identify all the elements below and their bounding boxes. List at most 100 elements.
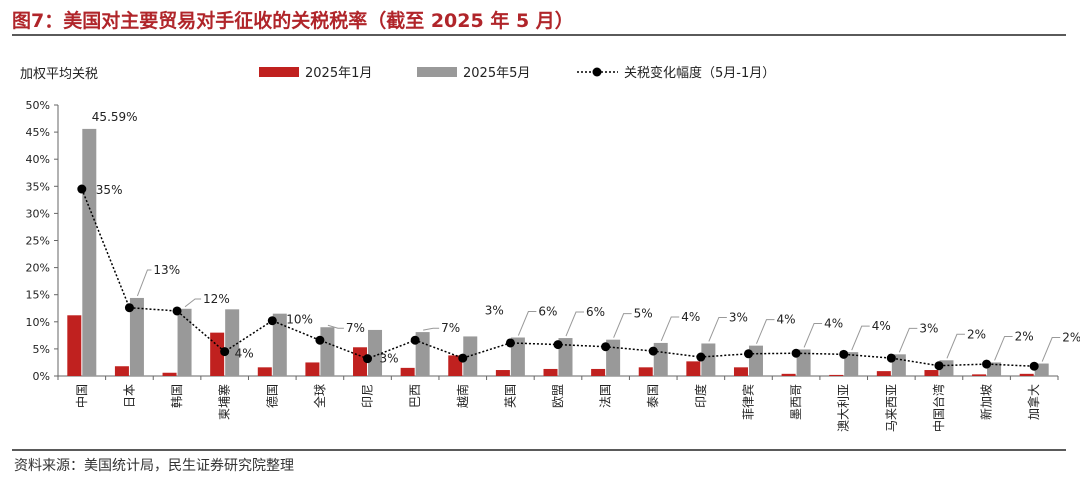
bar-jan — [638, 367, 653, 376]
change-point — [696, 352, 706, 362]
legend-label-jan: 2025年1月 — [305, 66, 372, 81]
line-value-label: 3% — [729, 310, 748, 324]
bar-may — [844, 352, 859, 376]
line-value-label: 4% — [824, 316, 843, 330]
legend-label-may: 2025年5月 — [463, 66, 530, 81]
leader-line — [423, 327, 440, 331]
x-tick-label: 全球 — [312, 384, 327, 408]
title-rule — [12, 34, 1066, 36]
x-tick-label: 澳大利亚 — [837, 384, 851, 432]
y-tick-label: 35% — [26, 180, 50, 193]
bar-jan — [733, 367, 748, 376]
leader-line — [756, 319, 775, 344]
change-point — [77, 184, 87, 194]
y-axis-label: 加权平均关税 — [20, 66, 98, 82]
y-tick-label: 50% — [26, 99, 50, 112]
legend: 2025年1月 2025年5月 关税变化幅度（5月-1月） — [259, 65, 775, 81]
bar-jan — [972, 374, 987, 376]
line-value-label: 4% — [235, 347, 254, 361]
change-point — [839, 349, 849, 359]
line-value-label: 3% — [919, 321, 938, 335]
leader-line — [994, 335, 1013, 361]
change-point — [220, 347, 230, 357]
line-value-label: 7% — [441, 321, 460, 335]
bar-jan — [257, 367, 272, 376]
y-tick-label: 40% — [26, 153, 50, 166]
change-point — [934, 361, 944, 371]
bar-jan — [495, 370, 510, 376]
y-tick-label: 15% — [26, 289, 50, 302]
change-point — [791, 348, 801, 358]
bar-jan — [686, 361, 701, 376]
x-tick-label: 德国 — [264, 384, 279, 408]
leader-line — [136, 269, 152, 297]
leader-line — [803, 322, 823, 348]
bar-jan — [162, 372, 177, 376]
line-value-label: 5% — [634, 307, 653, 321]
change-point — [648, 346, 658, 356]
leader-line — [1041, 337, 1061, 362]
leader-line — [517, 311, 537, 336]
legend-swatch-may — [417, 67, 457, 77]
change-point — [505, 338, 515, 348]
bar-may — [415, 332, 430, 376]
line-value-label: 10% — [286, 313, 313, 327]
bar-jan — [924, 370, 939, 376]
source-note: 资料来源：美国统计局，民生证券研究院整理 — [14, 458, 294, 474]
line-value-label: 2% — [1015, 329, 1034, 343]
y-tick-label: 10% — [26, 316, 50, 329]
bar-jan — [543, 368, 558, 376]
x-tick-label: 中国台湾 — [931, 384, 946, 432]
x-tick-label: 柬埔寨 — [217, 384, 232, 420]
footer-rule — [12, 449, 1066, 451]
leader-line — [946, 333, 965, 359]
change-point — [267, 316, 277, 326]
x-tick-label: 巴西 — [408, 384, 422, 408]
x-tick-label: 欧盟 — [551, 384, 565, 408]
leader-line — [565, 311, 584, 337]
line-value-label: 4% — [681, 310, 700, 324]
x-tick-label: 日本 — [122, 384, 136, 408]
leader-line — [898, 327, 918, 353]
bar-jan — [305, 362, 320, 376]
line-value-label: 3% — [485, 303, 504, 317]
change-point — [982, 359, 992, 369]
change-point — [124, 303, 134, 313]
leader-line — [708, 316, 727, 342]
x-tick-label: 马来西亚 — [884, 384, 898, 432]
bar-value-label: 45.59% — [92, 110, 138, 124]
line-value-label: 12% — [203, 292, 230, 306]
line-value-label: 4% — [776, 313, 795, 327]
x-tick-label: 英国 — [503, 384, 517, 408]
bar-jan — [210, 332, 225, 376]
y-tick-label: 45% — [26, 126, 50, 139]
bar-jan — [781, 373, 796, 376]
line-value-label: 6% — [538, 305, 557, 319]
line-value-label: 6% — [586, 305, 605, 319]
legend-label-change: 关税变化幅度（5月-1月） — [624, 65, 775, 81]
bar-jan — [67, 315, 82, 376]
y-tick-label: 5% — [33, 343, 50, 356]
bar-may — [129, 297, 144, 376]
x-tick-label: 越南 — [455, 384, 470, 408]
bar-may — [510, 337, 525, 376]
bar-may — [463, 336, 478, 376]
bar-may — [558, 338, 573, 376]
change-point — [1029, 361, 1039, 371]
x-tick-label: 加拿大 — [1026, 384, 1041, 420]
x-tick-label: 印尼 — [361, 384, 375, 408]
y-tick-label: 20% — [26, 262, 50, 275]
legend-marker-change — [592, 67, 602, 77]
leader-line — [851, 325, 870, 351]
data-labels: 45.59% 35% 13% 12% 4% 10% 7% 3% 7% 3% 6% 6% 5% 4% 3% 4%… — [92, 110, 1080, 366]
line-value-label: 35% — [96, 183, 123, 197]
line-value-label: 4% — [872, 319, 891, 333]
chart-title: 图7：美国对主要贸易对手征收的关税税率（截至 2025 年 5 月） — [12, 10, 574, 32]
y-tick-label: 30% — [26, 207, 50, 220]
change-line — [77, 184, 1039, 371]
leader-line — [327, 324, 344, 329]
x-tick-label: 新加坡 — [979, 384, 994, 420]
x-tick-label: 泰国 — [646, 384, 660, 408]
change-point — [315, 335, 325, 345]
bar-jan — [591, 368, 606, 376]
